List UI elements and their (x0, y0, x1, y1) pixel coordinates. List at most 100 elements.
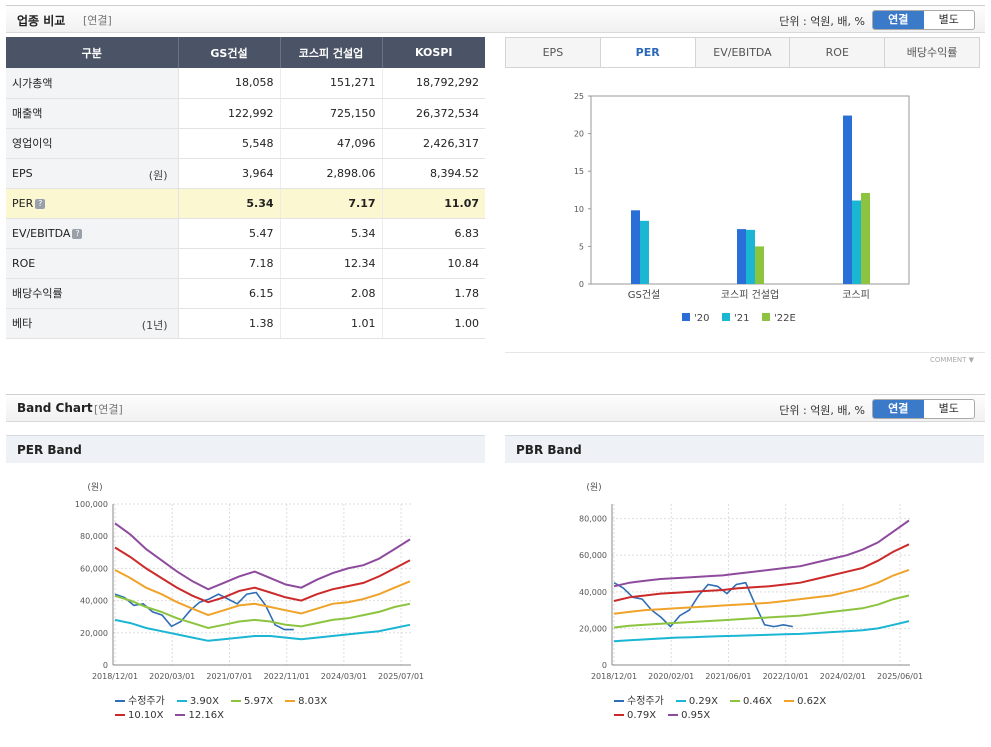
help-icon[interactable]: ? (72, 228, 83, 239)
y-tick-label: 80,000 (80, 532, 108, 541)
table-cell: 2.08 (280, 278, 383, 309)
row-label: 베타 (1년) (6, 308, 179, 339)
legend-swatch (115, 714, 125, 716)
x-tick-label: 2022/11/01 (264, 672, 310, 681)
band-toggle-separate[interactable]: 별도 (938, 402, 959, 415)
table-row: EPS (원) 3,964 2,898.06 8,394.52 (6, 158, 485, 189)
row-label-text: EPS (12, 166, 33, 180)
y-tick-label: 0 (602, 661, 607, 670)
legend-item: 5.97X (230, 696, 274, 707)
legend-swatch (285, 700, 296, 702)
legend-label: 5.97X (243, 696, 274, 707)
table-cell: 18,058 (178, 68, 281, 99)
table-cell: 5.47 (178, 218, 281, 249)
bar (737, 229, 746, 284)
y-tick-label: 0 (103, 661, 108, 670)
comment-toggle[interactable]: COMMENT ▼ (930, 356, 974, 364)
bar (861, 193, 870, 284)
table-row: EV/EBITDA? 5.47 5.34 6.83 (6, 218, 485, 249)
row-label: 시가총액 (6, 68, 179, 99)
bar (755, 246, 764, 284)
table-cell: 725,150 (280, 98, 383, 129)
x-tick-label: GS건설 (628, 289, 661, 301)
y-tick-label: 20 (574, 130, 584, 139)
legend-label: '21 (734, 313, 749, 324)
x-tick-label: 2024/02/01 (820, 672, 866, 681)
band-consolidation-toggle[interactable]: 연결 별도 (872, 399, 975, 419)
tab-eps[interactable]: EPS (506, 38, 601, 67)
legend-label: 수정주가 (627, 696, 664, 707)
legend-swatch (682, 313, 690, 321)
x-tick-label: 2020/02/01 (648, 672, 694, 681)
tab-roe[interactable]: ROE (790, 38, 886, 67)
table-cell: 2,898.06 (280, 158, 383, 189)
help-icon[interactable]: ? (35, 198, 46, 209)
table-cell: 7.17 (280, 188, 383, 219)
table-cell: 11.07 (382, 188, 485, 219)
x-tick-label: 2025/06/01 (877, 672, 923, 681)
row-label-text: PER (12, 196, 34, 210)
table-row: 매출액 122,992 725,150 26,372,534 (6, 98, 485, 129)
pbr-band-chart: (원) 2018/12/01 2020/02/01 2021/06/01 2022/10… (579, 482, 923, 681)
table-row: ROE 7.18 12.34 10.84 (6, 248, 485, 279)
section-title: 업종 비교 (17, 14, 66, 28)
legend-label: 3.90X (189, 696, 219, 707)
legend-item: 0.29X (675, 696, 718, 707)
tab-per[interactable]: PER (600, 38, 696, 67)
row-label: ROE (6, 248, 179, 279)
table-header-row: 구분 GS건설 코스피 건설업 KOSPI (6, 37, 485, 68)
tab-4[interactable]: 배당수익률 (906, 46, 958, 59)
toggle-separate[interactable]: 별도 (938, 13, 959, 26)
series-line (613, 519, 910, 588)
band-section-sub: [연결] (94, 403, 123, 416)
legend-swatch (614, 714, 624, 716)
per-band-title: PER Band (17, 443, 82, 457)
legend-item: 수정주가 (614, 692, 664, 707)
comment-label: COMMENT (930, 356, 967, 364)
legend-label: 12.16X (188, 710, 224, 721)
legend-swatch (762, 313, 770, 321)
y-tick-label: 15 (574, 167, 584, 176)
x-tick-label: 2022/10/01 (763, 672, 809, 681)
legend-swatch (668, 714, 679, 716)
legend-item: 12.16X (175, 710, 224, 721)
table-cell: 8,394.52 (382, 158, 485, 189)
x-tick-label: 코스피 건설업 (721, 288, 779, 301)
tab-evebitda[interactable]: EV/EBITDA (696, 38, 791, 67)
table-row: PER? 5.34 7.17 11.07 (6, 188, 485, 219)
series-line (613, 620, 910, 643)
band-toggle-consolidated[interactable]: 연결 (873, 400, 924, 418)
series-line (114, 546, 411, 604)
row-label: PER? (6, 188, 179, 219)
x-tick-label: 코스피 (842, 289, 870, 301)
legend-swatch (675, 700, 686, 702)
x-tick-label: 2020/03/01 (149, 672, 195, 681)
band-chart-header: Band Chart [연결] 단위 : 억원, 배, % 연결 별도 (6, 394, 985, 422)
row-label-text: 영업이익 (12, 137, 53, 150)
toggle-consolidated[interactable]: 연결 (873, 11, 924, 29)
header-cell: KOSPI (382, 37, 485, 68)
legend-item: 0.79X (614, 710, 656, 721)
legend-swatch (230, 700, 241, 702)
table-cell: 12.34 (280, 248, 383, 279)
band-section-title: Band Chart (17, 401, 93, 415)
legend-label: 0.46X (742, 696, 773, 707)
row-label: 영업이익 (6, 128, 179, 159)
row-label-text: 시가총액 (12, 76, 53, 90)
comparison-table: 구분 GS건설 코스피 건설업 KOSPI 시가총액 18,058 151,271 1… (6, 37, 485, 339)
y-tick-label: 20,000 (80, 629, 108, 638)
consolidation-toggle[interactable]: 연결 별도 (872, 10, 975, 30)
legend-swatch (729, 700, 740, 702)
metric-tabs: EPS PER EV/EBITDA ROE 배당수익률 (505, 37, 980, 68)
y-tick-label: 60,000 (579, 551, 607, 560)
legend-label: 0.79X (627, 710, 657, 721)
table-cell: 6.83 (382, 218, 485, 249)
series-line (114, 569, 411, 617)
legend-item: 0.62X (784, 696, 826, 707)
bar (631, 210, 640, 284)
row-label-text: ROE (12, 256, 36, 270)
row-label-text: 베타 (12, 317, 33, 330)
pbr-band-header: PBR Band (505, 435, 984, 463)
y-tick-label: 80,000 (579, 515, 607, 524)
table-cell: 5.34 (178, 188, 281, 219)
